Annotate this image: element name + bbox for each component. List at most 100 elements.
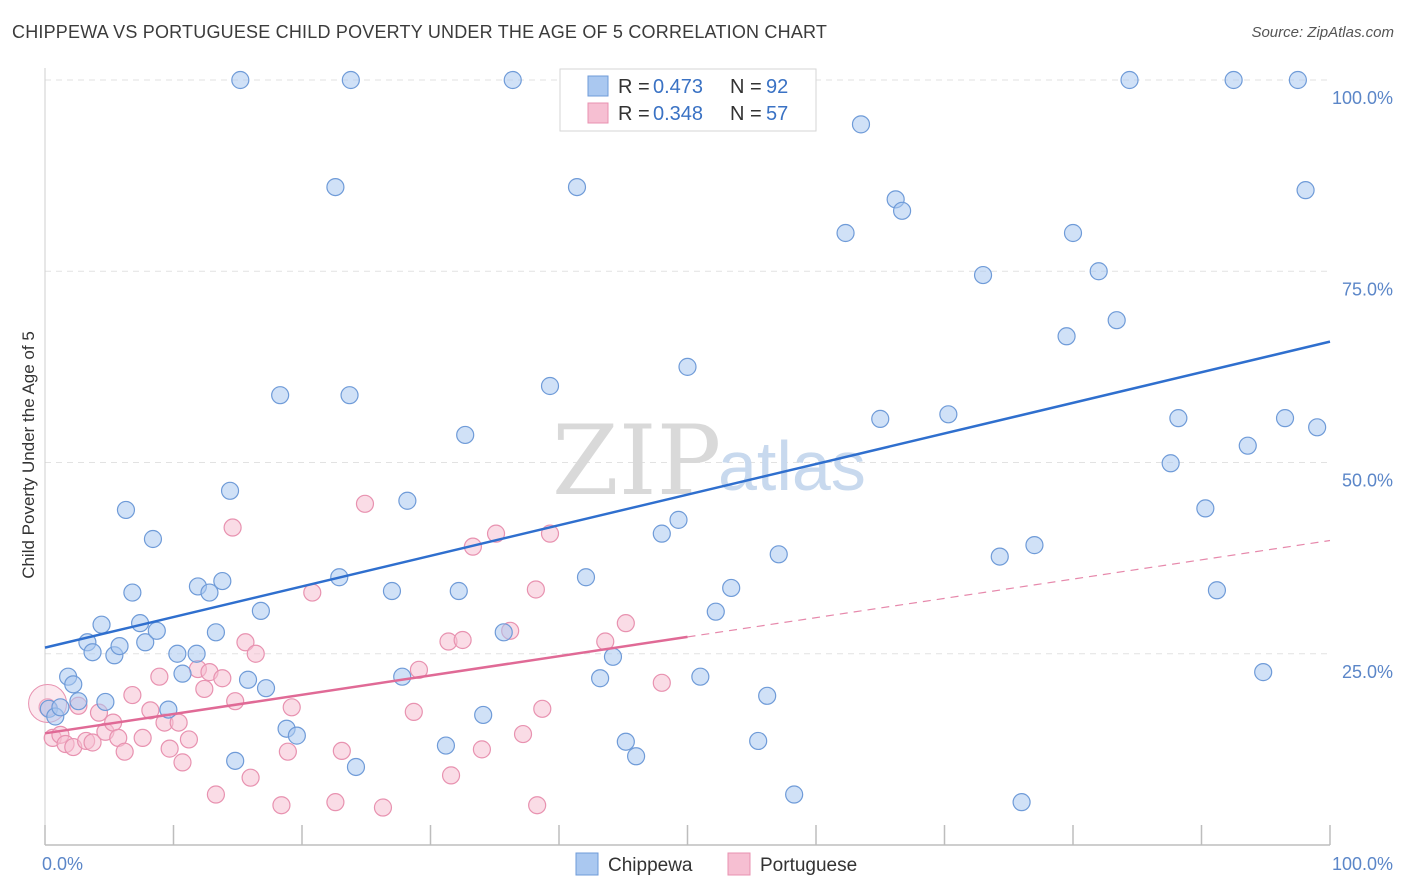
chippewa-point bbox=[238, 670, 258, 689]
chippewa-point bbox=[494, 623, 513, 642]
portuguese-trend-extension bbox=[687, 539, 1331, 638]
chippewa-point bbox=[326, 178, 345, 197]
chippewa-point bbox=[456, 425, 475, 445]
legend-r-value-chippewa: 0.473 bbox=[653, 76, 703, 98]
bottom-legend-swatch-chippewa bbox=[575, 852, 599, 876]
chippewa-point bbox=[187, 644, 206, 663]
chippewa-point bbox=[1224, 70, 1243, 90]
watermark: ZIP atlas bbox=[552, 405, 866, 517]
legend-r-label-chippewa: R = bbox=[618, 76, 650, 98]
watermark-zip: ZIP bbox=[552, 405, 721, 517]
chippewa-point bbox=[990, 547, 1009, 566]
chippewa-point bbox=[1025, 536, 1044, 555]
chippewa-point bbox=[652, 524, 671, 543]
chippewa-point bbox=[722, 578, 741, 598]
x-tick-label-min: 0.0% bbox=[42, 854, 83, 874]
legend-n-value-portuguese: 57 bbox=[766, 103, 788, 125]
bottom-legend-label-portuguese: Portuguese bbox=[760, 855, 857, 876]
chippewa-point bbox=[892, 201, 912, 220]
chippewa-point bbox=[436, 736, 456, 755]
chippewa-point bbox=[851, 115, 871, 134]
portuguese-point bbox=[179, 730, 199, 749]
chippewa-point bbox=[836, 223, 855, 243]
y-tick-label-50: 50.0% bbox=[1342, 471, 1393, 491]
chippewa-point bbox=[567, 178, 587, 197]
y-axis-label: Child Poverty Under the Age of 5 bbox=[19, 331, 38, 579]
y-tick-label-75: 75.0% bbox=[1342, 279, 1393, 299]
legend-n-value-chippewa: 92 bbox=[766, 76, 788, 98]
portuguese-point bbox=[533, 699, 552, 718]
legend-r-value-portuguese: 0.348 bbox=[653, 103, 703, 125]
portuguese-point bbox=[241, 768, 260, 787]
chippewa-point bbox=[51, 698, 70, 717]
x-tick-labels: 0.0% 100.0% bbox=[42, 854, 1393, 874]
portuguese-point bbox=[441, 766, 461, 785]
chart-title: CHIPPEWA VS PORTUGUESE CHILD POVERTY UND… bbox=[12, 22, 828, 42]
portuguese-point bbox=[236, 633, 255, 652]
portuguese-point bbox=[173, 753, 192, 772]
chippewa-point bbox=[1207, 581, 1227, 600]
chippewa-point bbox=[346, 757, 366, 777]
chippewa-point bbox=[939, 405, 958, 424]
chippewa-point bbox=[474, 705, 493, 725]
chippewa-point bbox=[92, 615, 111, 634]
portuguese-point bbox=[616, 614, 635, 633]
portuguese-point bbox=[404, 702, 423, 721]
chippewa-point bbox=[576, 568, 596, 587]
chippewa-point bbox=[256, 679, 276, 698]
chippewa-point bbox=[591, 669, 610, 688]
chippewa-point bbox=[769, 545, 788, 564]
watermark-atlas: atlas bbox=[718, 427, 866, 505]
chippewa-point bbox=[213, 571, 232, 591]
chippewa-point bbox=[785, 785, 804, 804]
portuguese-point bbox=[206, 785, 226, 804]
chippewa-point bbox=[1063, 223, 1083, 243]
chippewa-point bbox=[341, 70, 360, 90]
chippewa-point bbox=[168, 644, 187, 663]
y-tick-label-25: 25.0% bbox=[1342, 662, 1393, 682]
legend-n-label-chippewa: N = bbox=[730, 76, 762, 98]
chippewa-points bbox=[39, 70, 1327, 812]
portuguese-point bbox=[226, 692, 245, 711]
chippewa-point bbox=[706, 602, 725, 621]
portuguese-point bbox=[282, 698, 301, 717]
legend-swatch-portuguese bbox=[587, 102, 609, 124]
chippewa-point bbox=[398, 491, 417, 510]
y-tick-label-100: 100.0% bbox=[1332, 88, 1393, 108]
chippewa-point bbox=[1196, 499, 1215, 518]
portuguese-point bbox=[486, 524, 506, 543]
chippewa-point bbox=[540, 376, 560, 396]
portuguese-point bbox=[332, 741, 351, 761]
chippewa-point bbox=[616, 732, 635, 751]
portuguese-point bbox=[472, 740, 491, 759]
portuguese-point bbox=[133, 728, 152, 748]
chippewa-point bbox=[973, 265, 993, 285]
portuguese-points bbox=[28, 494, 671, 817]
chippewa-point bbox=[340, 386, 359, 405]
portuguese-point bbox=[278, 742, 297, 761]
chippewa-point bbox=[758, 686, 777, 705]
chippewa-point bbox=[1057, 327, 1076, 346]
portuguese-point bbox=[453, 630, 472, 650]
chippewa-point bbox=[69, 692, 88, 711]
x-tick-label-max: 100.0% bbox=[1332, 854, 1393, 874]
portuguese-point bbox=[526, 580, 545, 599]
chippewa-point bbox=[64, 675, 83, 694]
portuguese-point bbox=[150, 667, 169, 686]
chippewa-trend-line bbox=[44, 340, 1331, 649]
chippewa-point bbox=[691, 667, 710, 686]
portuguese-point bbox=[326, 793, 345, 812]
chippewa-point bbox=[871, 409, 890, 428]
chippewa-point bbox=[1161, 454, 1180, 473]
chippewa-point bbox=[1120, 70, 1139, 90]
chippewa-point bbox=[147, 621, 166, 640]
chippewa-point bbox=[206, 623, 226, 642]
chippewa-point bbox=[1169, 409, 1188, 428]
chippewa-point bbox=[1288, 70, 1307, 90]
chippewa-point bbox=[200, 583, 219, 602]
chippewa-point bbox=[1308, 418, 1327, 437]
bottom-legend-label-chippewa: Chippewa bbox=[608, 855, 693, 876]
axes bbox=[44, 68, 1331, 846]
chippewa-point bbox=[678, 357, 697, 376]
